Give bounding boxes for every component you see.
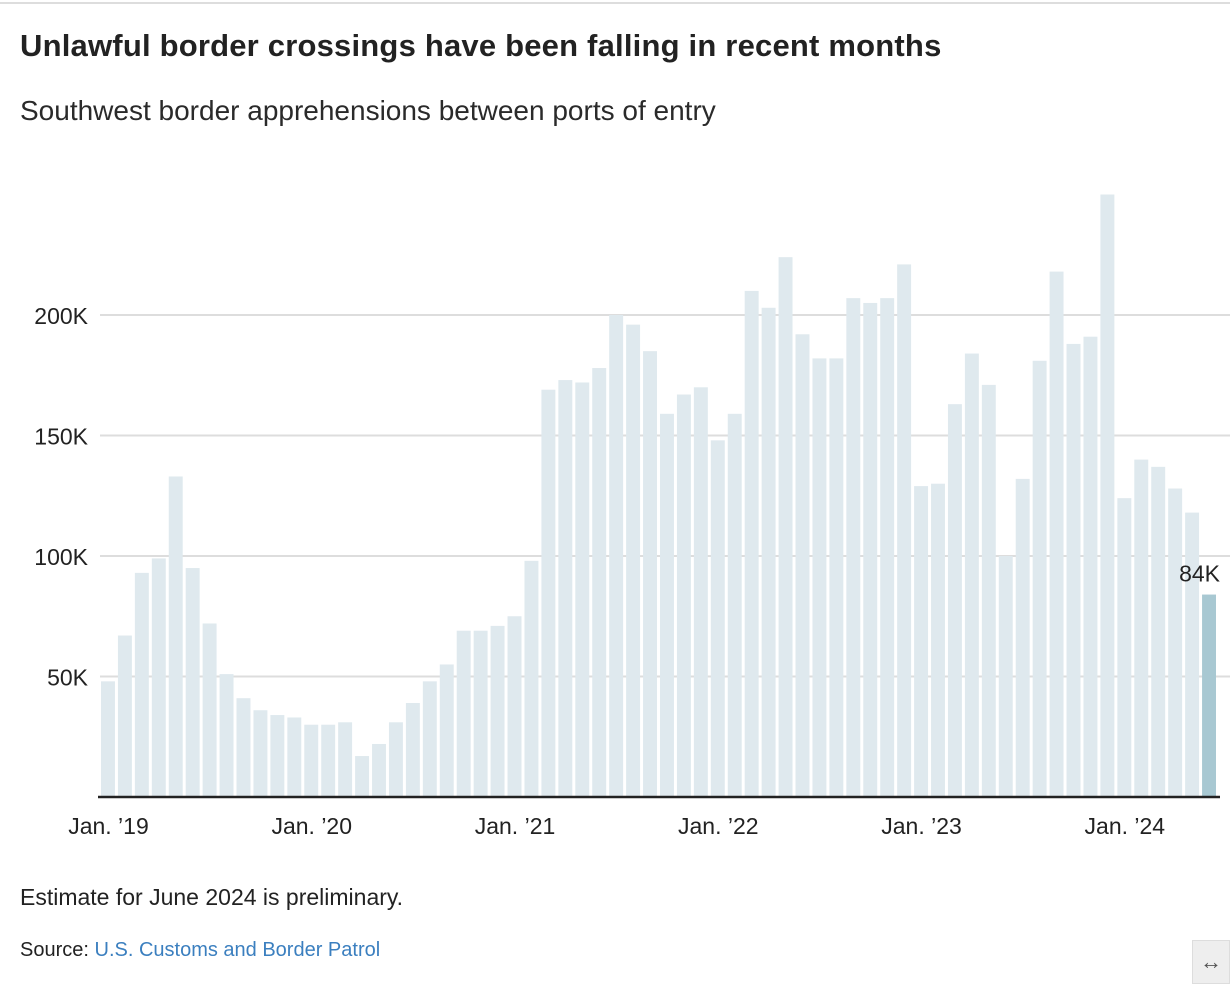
bar [660,413,674,797]
bar [626,324,641,797]
bar [338,722,353,797]
bar [270,715,285,797]
bar [219,674,234,797]
bar [643,351,657,797]
bar [1202,594,1216,797]
bar [931,483,945,797]
bar [439,664,454,797]
bar [524,560,539,797]
bar [981,384,996,797]
source-link[interactable]: U.S. Customs and Border Patrol [94,939,381,961]
bar [134,572,149,797]
bar [1185,512,1200,797]
bar [1066,343,1081,797]
top-divider [0,2,1230,4]
chart-title: Unlawful border crossings have been fall… [20,28,942,63]
bar [1032,360,1047,797]
bar [761,307,776,797]
bar [422,681,437,797]
bar [287,717,302,797]
bar [185,568,200,797]
y-tick-label: 50K [47,665,89,691]
bar [321,724,336,797]
x-tick-label: Jan. ’20 [271,813,352,839]
bar [372,743,386,797]
bar [151,558,166,797]
bar [575,382,590,797]
bar [1151,466,1166,797]
bar [863,302,878,797]
x-tick-label: Jan. ’24 [1085,813,1166,839]
x-tick-label: Jan. ’22 [678,813,759,839]
bar [490,625,505,797]
expand-icon[interactable]: ↔ [1192,940,1230,984]
bar [880,298,895,797]
bar [693,387,708,797]
bar [1117,498,1132,797]
bar [914,486,929,797]
x-tick-label: Jan. ’21 [475,813,556,839]
bar [558,380,573,797]
x-tick-label: Jan. ’23 [881,813,962,839]
bar [947,404,962,797]
bar [609,315,624,797]
bar [676,394,691,797]
y-tick-label: 200K [34,303,88,329]
bar [727,413,742,797]
bar [1134,459,1149,797]
bar [388,722,403,797]
x-tick-label: Jan. ’19 [68,813,149,839]
bar [304,724,319,797]
bar [456,630,471,797]
bar [101,681,115,797]
bar [1049,271,1064,797]
bar [202,623,217,797]
bar [710,440,725,797]
bar [964,353,979,797]
bar [1083,336,1098,797]
bar [744,290,759,797]
bar [846,298,861,797]
bar [473,630,488,797]
bar [1100,194,1115,797]
chart-subtitle: Southwest border apprehensions between p… [20,95,716,126]
bar [507,616,522,797]
bar [541,389,556,797]
y-tick-label: 100K [34,544,88,570]
bar [253,710,268,797]
bar [897,264,912,797]
bar [795,334,810,797]
bar [117,635,132,797]
bar [812,358,827,797]
bar [778,257,793,797]
bar [592,368,607,797]
chart-note: Estimate for June 2024 is preliminary. [20,884,404,910]
source-label: Source: [20,939,89,961]
bar [236,698,251,797]
bar [168,476,183,797]
y-tick-label: 150K [34,424,88,450]
bar [1015,478,1030,797]
bar [1168,488,1183,797]
bar [355,756,370,797]
bar [998,556,1013,797]
bar [829,358,844,797]
bar-chart: 50K 100K 150K 200K 84K Jan. ’19 Jan. ’20 Jan. ’… [34,194,1230,839]
bar [405,703,420,797]
source-line: Source: U.S. Customs and Border Patrol [20,939,380,962]
data-label: 84K [1179,561,1221,587]
